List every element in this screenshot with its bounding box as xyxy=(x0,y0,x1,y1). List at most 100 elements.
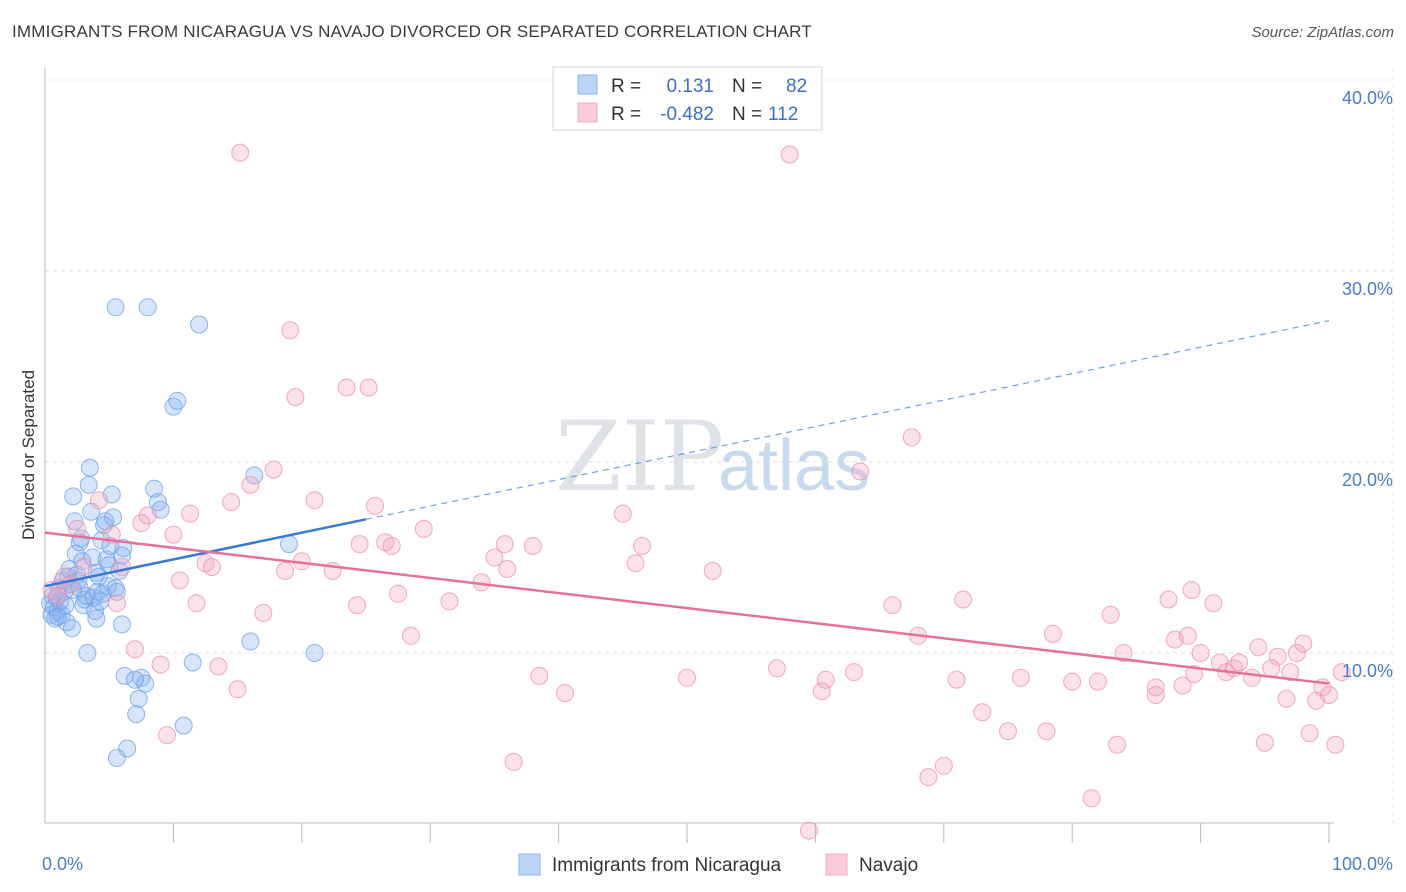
point-navajo-78 xyxy=(1082,789,1101,808)
bottom-legend: Immigrants from Nicaragua Navajo xyxy=(518,853,918,876)
point-navajo-44 xyxy=(440,592,459,611)
bottom-legend-swatch-navajo xyxy=(825,853,848,876)
point-nicaragua-17 xyxy=(63,619,81,638)
chart-title: IMMIGRANTS FROM NICARAGUA VS NAVAJO DIVO… xyxy=(12,22,812,41)
point-navajo-24 xyxy=(231,143,250,162)
y-axis-label: Divorced or Separated xyxy=(19,370,38,540)
point-navajo-106 xyxy=(1320,686,1338,704)
point-navajo-76 xyxy=(1043,624,1062,643)
point-navajo-3 xyxy=(61,575,80,594)
point-navajo-27 xyxy=(264,460,283,479)
point-navajo-68 xyxy=(919,768,938,787)
point-navajo-43 xyxy=(414,519,433,538)
point-navajo-109 xyxy=(1185,665,1204,683)
y-tick-label-2: 30.0% xyxy=(1342,279,1393,299)
point-navajo-20 xyxy=(202,558,221,576)
y-tick-label-1: 20.0% xyxy=(1342,470,1393,490)
point-navajo-17 xyxy=(181,504,200,523)
point-navajo-41 xyxy=(389,584,408,603)
bottom-legend-label-nicaragua: Immigrants from Nicaragua xyxy=(552,855,782,876)
point-navajo-38 xyxy=(366,496,384,515)
point-navajo-29 xyxy=(281,321,300,340)
point-navajo-72 xyxy=(973,703,992,722)
point-nicaragua-35 xyxy=(86,602,105,620)
point-nicaragua-45 xyxy=(98,577,117,596)
point-nicaragua-58 xyxy=(190,315,209,334)
point-nicaragua-57 xyxy=(138,298,157,317)
point-navajo-22 xyxy=(222,493,241,512)
point-navajo-18 xyxy=(187,594,206,613)
point-navajo-81 xyxy=(1108,735,1127,754)
y-tick-label-0: 10.0% xyxy=(1342,661,1393,681)
legend-n-label-2: N = xyxy=(732,104,762,125)
x-tick-labels: 0.0% 100.0% xyxy=(42,854,1393,874)
point-nicaragua-69 xyxy=(129,689,148,708)
legend-n-value-2: 112 xyxy=(768,104,798,125)
point-navajo-37 xyxy=(359,378,378,397)
point-nicaragua-25 xyxy=(73,552,92,571)
point-nicaragua-77 xyxy=(245,466,264,485)
point-navajo-8 xyxy=(107,594,126,613)
point-navajo-55 xyxy=(633,537,652,555)
y-tick-label-3: 40.0% xyxy=(1342,88,1393,108)
point-nicaragua-29 xyxy=(78,644,97,662)
point-navajo-42 xyxy=(401,626,420,645)
point-navajo-88 xyxy=(1182,581,1201,599)
point-navajo-59 xyxy=(780,145,799,164)
point-nicaragua-76 xyxy=(305,644,324,662)
point-navajo-77 xyxy=(1063,672,1082,691)
trend-line-navajo xyxy=(44,531,1330,685)
point-navajo-64 xyxy=(851,462,870,481)
point-navajo-40 xyxy=(382,537,401,555)
point-nicaragua-33 xyxy=(83,548,102,567)
point-nicaragua-53 xyxy=(113,615,131,634)
point-navajo-58 xyxy=(767,659,786,678)
point-navajo-10 xyxy=(125,640,144,659)
trend-lines xyxy=(44,320,1330,685)
point-nicaragua-55 xyxy=(114,539,133,557)
point-navajo-51 xyxy=(530,666,549,685)
point-navajo-82 xyxy=(1114,644,1133,662)
point-navajo-30 xyxy=(286,388,305,407)
point-navajo-71 xyxy=(954,590,973,609)
watermark-atlas: atlas xyxy=(718,426,870,506)
point-navajo-16 xyxy=(170,571,189,590)
legend-n-label-1: N = xyxy=(732,76,762,97)
point-navajo-89 xyxy=(1191,644,1210,662)
point-navajo-110 xyxy=(1243,668,1261,687)
bottom-legend-label-navajo: Navajo xyxy=(859,855,918,876)
point-navajo-48 xyxy=(498,560,517,578)
point-nicaragua-72 xyxy=(107,749,126,767)
point-navajo-84 xyxy=(1159,590,1178,609)
point-nicaragua-70 xyxy=(127,705,146,724)
point-nicaragua-61 xyxy=(145,479,164,498)
legend-r-label-1: R = xyxy=(611,76,641,97)
point-navajo-25 xyxy=(241,475,260,494)
point-navajo-28 xyxy=(276,561,295,580)
point-navajo-98 xyxy=(1268,647,1287,666)
point-navajo-96 xyxy=(1255,733,1274,752)
source-label: Source: ZipAtlas.com xyxy=(1251,24,1394,41)
point-navajo-62 xyxy=(816,670,835,689)
point-nicaragua-67 xyxy=(136,674,155,693)
point-nicaragua-60 xyxy=(168,391,187,410)
point-nicaragua-68 xyxy=(125,670,144,689)
point-nicaragua-80 xyxy=(48,607,67,626)
point-navajo-15 xyxy=(164,525,183,544)
point-navajo-5 xyxy=(74,558,93,576)
point-nicaragua-49 xyxy=(104,508,123,527)
point-navajo-99 xyxy=(1277,689,1296,708)
point-navajo-102 xyxy=(1294,634,1313,653)
point-navajo-90 xyxy=(1204,594,1223,613)
point-navajo-46 xyxy=(485,548,504,567)
legend-swatch-navajo xyxy=(577,102,598,123)
trend-line-nicaragua-extension xyxy=(365,320,1330,520)
point-navajo-101 xyxy=(1287,644,1306,662)
point-navajo-111 xyxy=(1146,686,1165,704)
point-navajo-49 xyxy=(504,752,523,771)
point-nicaragua-30 xyxy=(79,475,98,494)
point-navajo-35 xyxy=(348,596,366,615)
point-navajo-70 xyxy=(947,670,966,689)
point-nicaragua-74 xyxy=(241,632,260,651)
point-navajo-32 xyxy=(305,491,324,510)
